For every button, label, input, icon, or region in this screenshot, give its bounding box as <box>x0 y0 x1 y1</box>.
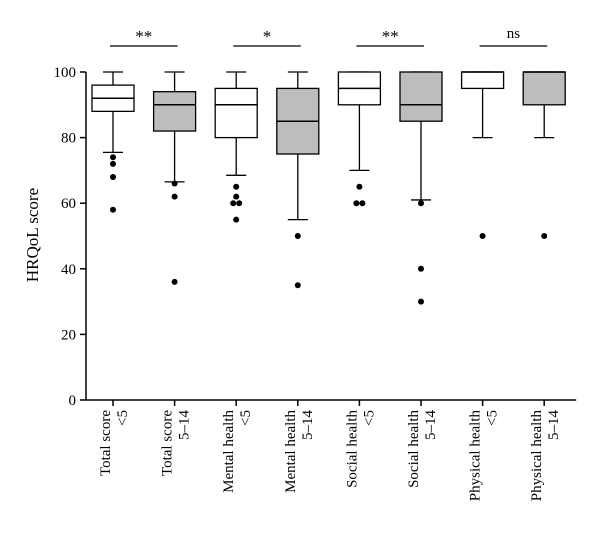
x-label-line1: Physical health <box>468 410 484 502</box>
outlier-point <box>233 216 240 223</box>
outlier-point <box>171 193 178 200</box>
x-label-line2: <5 <box>361 410 377 426</box>
outlier-point <box>171 278 178 285</box>
outlier-point <box>418 200 424 207</box>
box-group-6 <box>460 71 505 239</box>
x-label-line1: Mental health <box>283 410 299 493</box>
y-tick-label: 20 <box>61 327 76 343</box>
outlier-point <box>353 200 360 207</box>
box-iqr <box>399 71 443 122</box>
y-tick-label: 100 <box>54 65 77 81</box>
y-tick-label: 80 <box>61 131 76 147</box>
boxes <box>91 71 566 305</box>
significance-brackets: ** * ** ns <box>110 26 548 47</box>
x-tick-label-4: Social health <5 <box>344 410 377 488</box>
box-group-4 <box>337 71 382 207</box>
x-label-line2: <5 <box>238 410 254 426</box>
axes: 0 20 40 60 80 100 <box>54 65 577 409</box>
x-label-line1: Social health <box>344 410 360 488</box>
significance-label: ** <box>382 27 399 46</box>
outlier-point <box>418 298 424 305</box>
y-axis-label: HRQoL score <box>23 188 42 282</box>
box-iqr <box>214 87 258 139</box>
x-tick-label-2: Mental health <5 <box>221 410 254 493</box>
significance-label: ns <box>507 26 521 42</box>
y-tick-label: 60 <box>61 196 76 212</box>
outlier-point <box>171 180 178 187</box>
x-label-line2: <5 <box>115 410 131 426</box>
box-group-1 <box>152 71 197 285</box>
x-label-line2: 5–14 <box>423 410 439 441</box>
x-tick-label-0: Total score <5 <box>98 410 131 476</box>
significance-label: * <box>263 27 272 46</box>
x-tick-labels: Total score <5 Total score 5–14 Mental healt… <box>98 410 562 502</box>
box-group-5 <box>399 71 443 305</box>
outlier-point <box>230 200 237 207</box>
box-iqr <box>460 71 505 90</box>
x-tick-label-7: Physical health 5–14 <box>529 410 562 502</box>
x-label-line1: Social health <box>406 410 422 488</box>
outlier-point <box>110 173 116 180</box>
x-label-line2: 5–14 <box>177 410 193 441</box>
x-label-line2: 5–14 <box>546 410 562 441</box>
x-tick-label-3: Mental health 5–14 <box>283 410 316 493</box>
outlier-point <box>418 265 424 272</box>
outlier-point <box>236 200 243 207</box>
y-tick-label: 0 <box>69 393 77 409</box>
outlier-point <box>110 160 116 167</box>
x-label-line1: Physical health <box>529 410 545 502</box>
x-tick-label-1: Total score 5–14 <box>160 410 193 477</box>
box-group-0 <box>91 71 135 213</box>
outlier-point <box>110 154 116 161</box>
outlier-point <box>110 206 116 213</box>
outlier-point <box>233 193 240 200</box>
x-label-line1: Total score <box>160 410 176 476</box>
outlier-point <box>541 233 548 239</box>
x-tick-label-6: Physical health <5 <box>468 410 501 502</box>
significance-label: ** <box>135 27 152 46</box>
outlier-point <box>233 183 240 190</box>
outlier-point <box>359 200 366 207</box>
y-tick-label: 40 <box>61 262 76 278</box>
box-iqr <box>522 71 566 106</box>
box-group-3 <box>276 71 320 289</box>
box-iqr <box>152 91 197 132</box>
x-label-line2: <5 <box>485 410 501 426</box>
x-label-line1: Total score <box>98 410 114 476</box>
outlier-point <box>356 183 363 190</box>
x-tick-label-5: Social health 5–14 <box>406 410 439 488</box>
outlier-point <box>294 282 301 289</box>
box-group-7 <box>522 71 566 239</box>
outlier-point <box>294 233 301 239</box>
x-label-line2: 5–14 <box>300 410 316 441</box>
outlier-point <box>479 233 486 239</box>
x-label-line1: Mental health <box>221 410 237 493</box>
box-group-2 <box>214 71 258 223</box>
